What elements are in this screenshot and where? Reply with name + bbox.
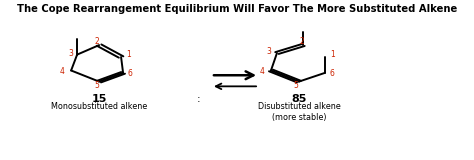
Text: :: :	[197, 94, 201, 104]
Text: 1: 1	[330, 50, 335, 59]
Text: 3: 3	[69, 48, 73, 58]
Text: 85: 85	[291, 94, 307, 104]
Text: 5: 5	[294, 81, 299, 90]
Text: 4: 4	[60, 67, 65, 76]
Text: 5: 5	[94, 81, 99, 90]
Text: Disubstituted alkene
(more stable): Disubstituted alkene (more stable)	[257, 102, 340, 122]
Text: 2: 2	[300, 37, 304, 46]
Text: 1: 1	[127, 50, 131, 59]
Text: 6: 6	[330, 69, 335, 78]
Text: 6: 6	[128, 69, 132, 78]
Text: The Cope Rearrangement Equilibrium Will Favor The More Substituted Alkene: The Cope Rearrangement Equilibrium Will …	[17, 4, 457, 14]
Text: 4: 4	[259, 67, 264, 76]
Text: 3: 3	[266, 47, 272, 56]
Text: 2: 2	[95, 37, 100, 46]
Text: Monosubstituted alkene: Monosubstituted alkene	[51, 102, 147, 111]
Text: 15: 15	[91, 94, 107, 104]
